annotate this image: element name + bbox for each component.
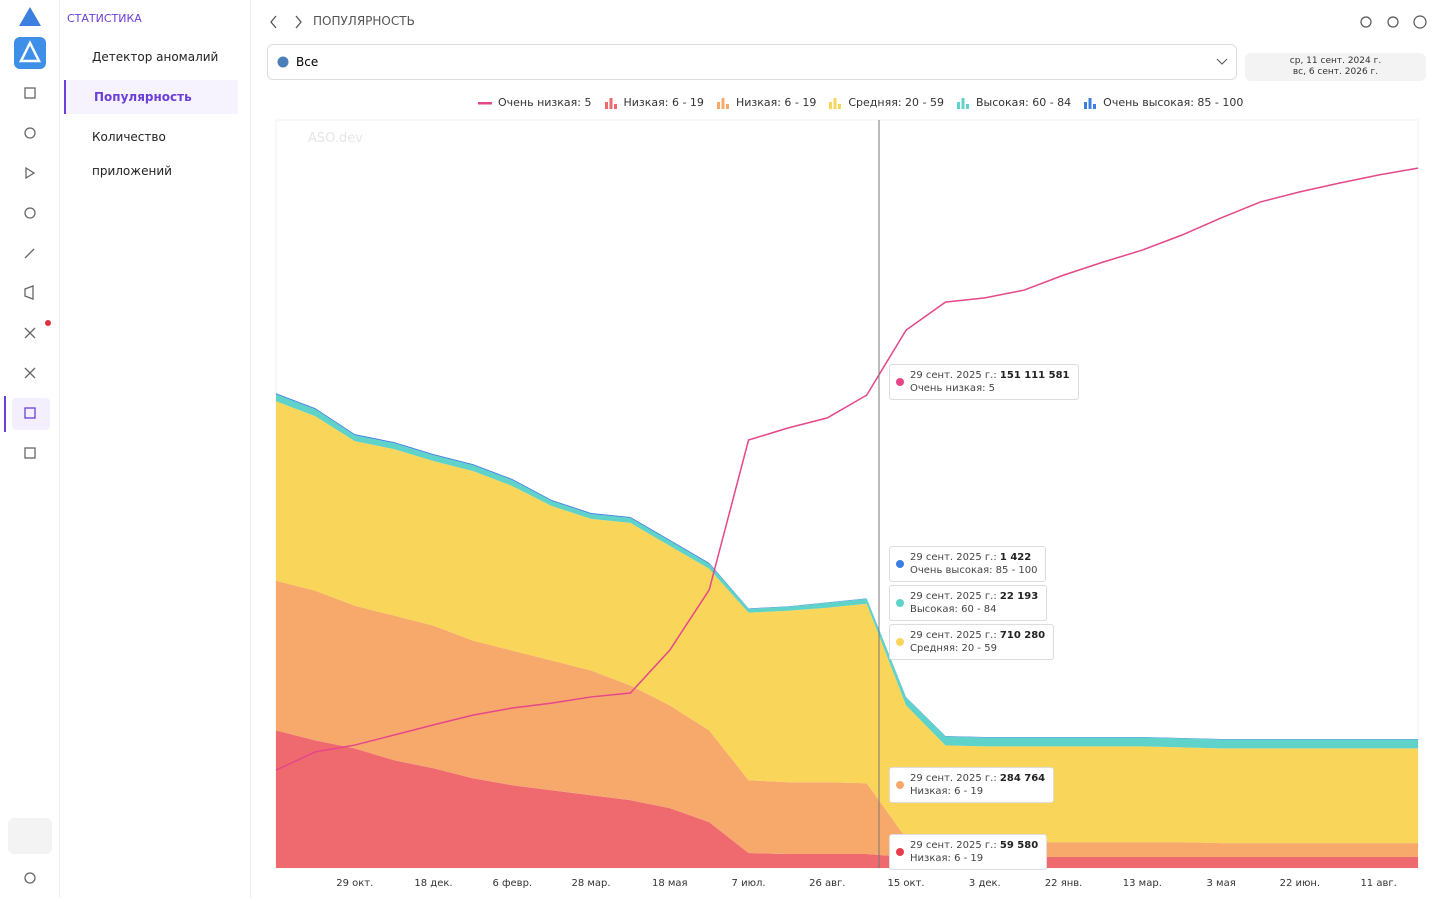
- nav-item[interactable]: Количество приложений: [92, 130, 172, 178]
- tooltip-line: 29 сент. 2025 г.: 1 422: [910, 551, 1037, 564]
- legend-swatch: [716, 97, 729, 109]
- x-tick-label: 3 мая: [1206, 878, 1235, 889]
- filter-dropdown[interactable]: Все: [267, 44, 1237, 80]
- x-tick-label: 6 февр.: [492, 878, 532, 889]
- legend-label: Очень высокая: 85 - 100: [1103, 96, 1244, 109]
- tooltip-name: Очень низкая: 5: [910, 383, 995, 394]
- tooltip-line: 29 сент. 2025 г.: 59 580: [910, 839, 1038, 852]
- tooltip-value: 22 193: [999, 591, 1039, 602]
- x-tick-label: 22 июн.: [1280, 878, 1321, 889]
- x-tick-label: 28 мар.: [571, 878, 610, 889]
- date-range[interactable]: ср, 11 сент. 2024 г. вс, 6 сент. 2026 г.: [1245, 53, 1426, 81]
- icon-strip: [0, 0, 60, 898]
- legend-item: Низкая: 6 - 19: [716, 96, 816, 109]
- legend-swatch: [604, 97, 617, 109]
- filter-value: Все: [296, 55, 319, 69]
- legend-item: Высокая: 60 - 84: [956, 96, 1071, 109]
- history-arrows[interactable]: [260, 10, 320, 34]
- legend-swatch: [829, 97, 842, 109]
- tooltip-dot: [896, 599, 904, 607]
- x-tick-label: 26 авг.: [809, 878, 845, 889]
- tooltip-date: 29 сент. 2025 г.:: [910, 370, 997, 381]
- tooltip-dot: [896, 378, 904, 386]
- tooltip-line: 29 сент. 2025 г.: 710 280: [910, 629, 1045, 642]
- legend-item: Очень низкая: 5: [478, 96, 592, 109]
- legend-label: Очень низкая: 5: [498, 96, 592, 109]
- tooltip: 29 сент. 2025 г.: 59 580 Низкая: 6 - 19: [889, 834, 1048, 870]
- tooltip-value: 151 111 581: [999, 370, 1070, 381]
- tooltip-line: 29 сент. 2025 г.: 151 111 581: [910, 369, 1070, 382]
- nav-section: СТАТИСТИКА: [67, 12, 142, 25]
- tooltip-value: 284 764: [999, 773, 1046, 784]
- legend-item: Очень высокая: 85 - 100: [1083, 96, 1243, 109]
- area: [276, 401, 1418, 844]
- x-tick-label: 18 мая: [652, 878, 688, 889]
- tooltip-name: Высокая: 60 - 84: [910, 604, 997, 615]
- legend-label: Низкая: 6 - 19: [623, 96, 704, 109]
- tooltip-value: 59 580: [999, 840, 1039, 851]
- legend-swatch: [1084, 97, 1097, 109]
- legend: Очень низкая: 5 Низкая: 6 - 19 Низкая: 6 -…: [478, 96, 1243, 109]
- area: [276, 580, 1418, 858]
- x-tick-label: 11 авг.: [1360, 878, 1396, 889]
- watermark: ASO.dev: [308, 131, 363, 146]
- date-to: вс, 6 сент. 2026 г.: [1292, 67, 1379, 77]
- tooltip-name: Средняя: 20 - 59: [910, 643, 997, 654]
- tooltip-name: Очень высокая: 85 - 100: [910, 565, 1038, 576]
- date-from: ср, 11 сент. 2024 г.: [1289, 56, 1382, 66]
- tooltip-value: 1 422: [999, 552, 1032, 563]
- tooltip-value: 710 280: [999, 630, 1046, 641]
- line: [275, 167, 1419, 771]
- tooltip-name: Низкая: 6 - 19: [910, 786, 984, 797]
- tooltip-date: 29 сент. 2025 г.:: [910, 840, 997, 851]
- tooltip: 29 сент. 2025 г.: 710 280 Средняя: 20 - 5…: [889, 624, 1055, 660]
- page-title: ПОПУЛЯРНОСТЬ: [313, 14, 415, 28]
- legend-swatch: [478, 101, 492, 104]
- legend-item: Средняя: 20 - 59: [828, 96, 944, 109]
- x-tick-label: 3 дек.: [969, 878, 1001, 889]
- tooltip: 29 сент. 2025 г.: 284 764 Низкая: 6 - 19: [889, 767, 1055, 803]
- tooltip: 29 сент. 2025 г.: 151 111 581 Очень низка…: [889, 364, 1079, 400]
- tooltip-line: 29 сент. 2025 г.: 284 764: [910, 772, 1045, 785]
- tooltip-dot: [896, 848, 904, 856]
- icons: [4, 7, 52, 884]
- tooltip-line: 29 сент. 2025 г.: 22 193: [910, 590, 1038, 603]
- legend-swatch: [957, 97, 969, 109]
- tooltip-date: 29 сент. 2025 г.:: [910, 552, 997, 563]
- area: [276, 730, 1418, 868]
- tooltip-dot: [896, 638, 904, 646]
- tooltip: 29 сент. 2025 г.: 22 193 Высокая: 60 - 84: [889, 585, 1048, 621]
- legend-label: Низкая: 6 - 19: [735, 96, 817, 109]
- toolbar-icons[interactable]: [1355, 10, 1435, 34]
- tooltip-date: 29 сент. 2025 г.:: [910, 630, 997, 641]
- tooltip: 29 сент. 2025 г.: 1 422 Очень высокая: 85…: [889, 546, 1047, 582]
- legend-label: Высокая: 60 - 84: [976, 96, 1072, 109]
- logo: [19, 7, 41, 26]
- x-tick-label: 22 янв.: [1045, 878, 1083, 889]
- tooltip-date: 29 сент. 2025 г.:: [910, 591, 997, 602]
- nav-item[interactable]: Популярность: [64, 80, 238, 114]
- x-tick-label: 15 окт.: [888, 878, 925, 889]
- tooltip-name: Низкая: 6 - 19: [910, 853, 984, 864]
- tooltip-date: 29 сент. 2025 г.:: [910, 773, 997, 784]
- x-tick-label: 7 июл.: [732, 878, 766, 889]
- tooltip-dot: [896, 560, 904, 568]
- nav-panel: СТАТИСТИКА Детектор аномалий Популярност…: [60, 0, 251, 898]
- legend-label: Средняя: 20 - 59: [848, 96, 944, 109]
- x-tick-label: 13 мар.: [1123, 878, 1162, 889]
- x-tick-label: 29 окт.: [336, 878, 373, 889]
- x-tick-label: 18 дек.: [414, 878, 452, 889]
- legend-item: Низкая: 6 - 19: [604, 96, 704, 109]
- tooltip-dot: [896, 781, 904, 789]
- nav-item[interactable]: Детектор аномалий: [92, 50, 219, 64]
